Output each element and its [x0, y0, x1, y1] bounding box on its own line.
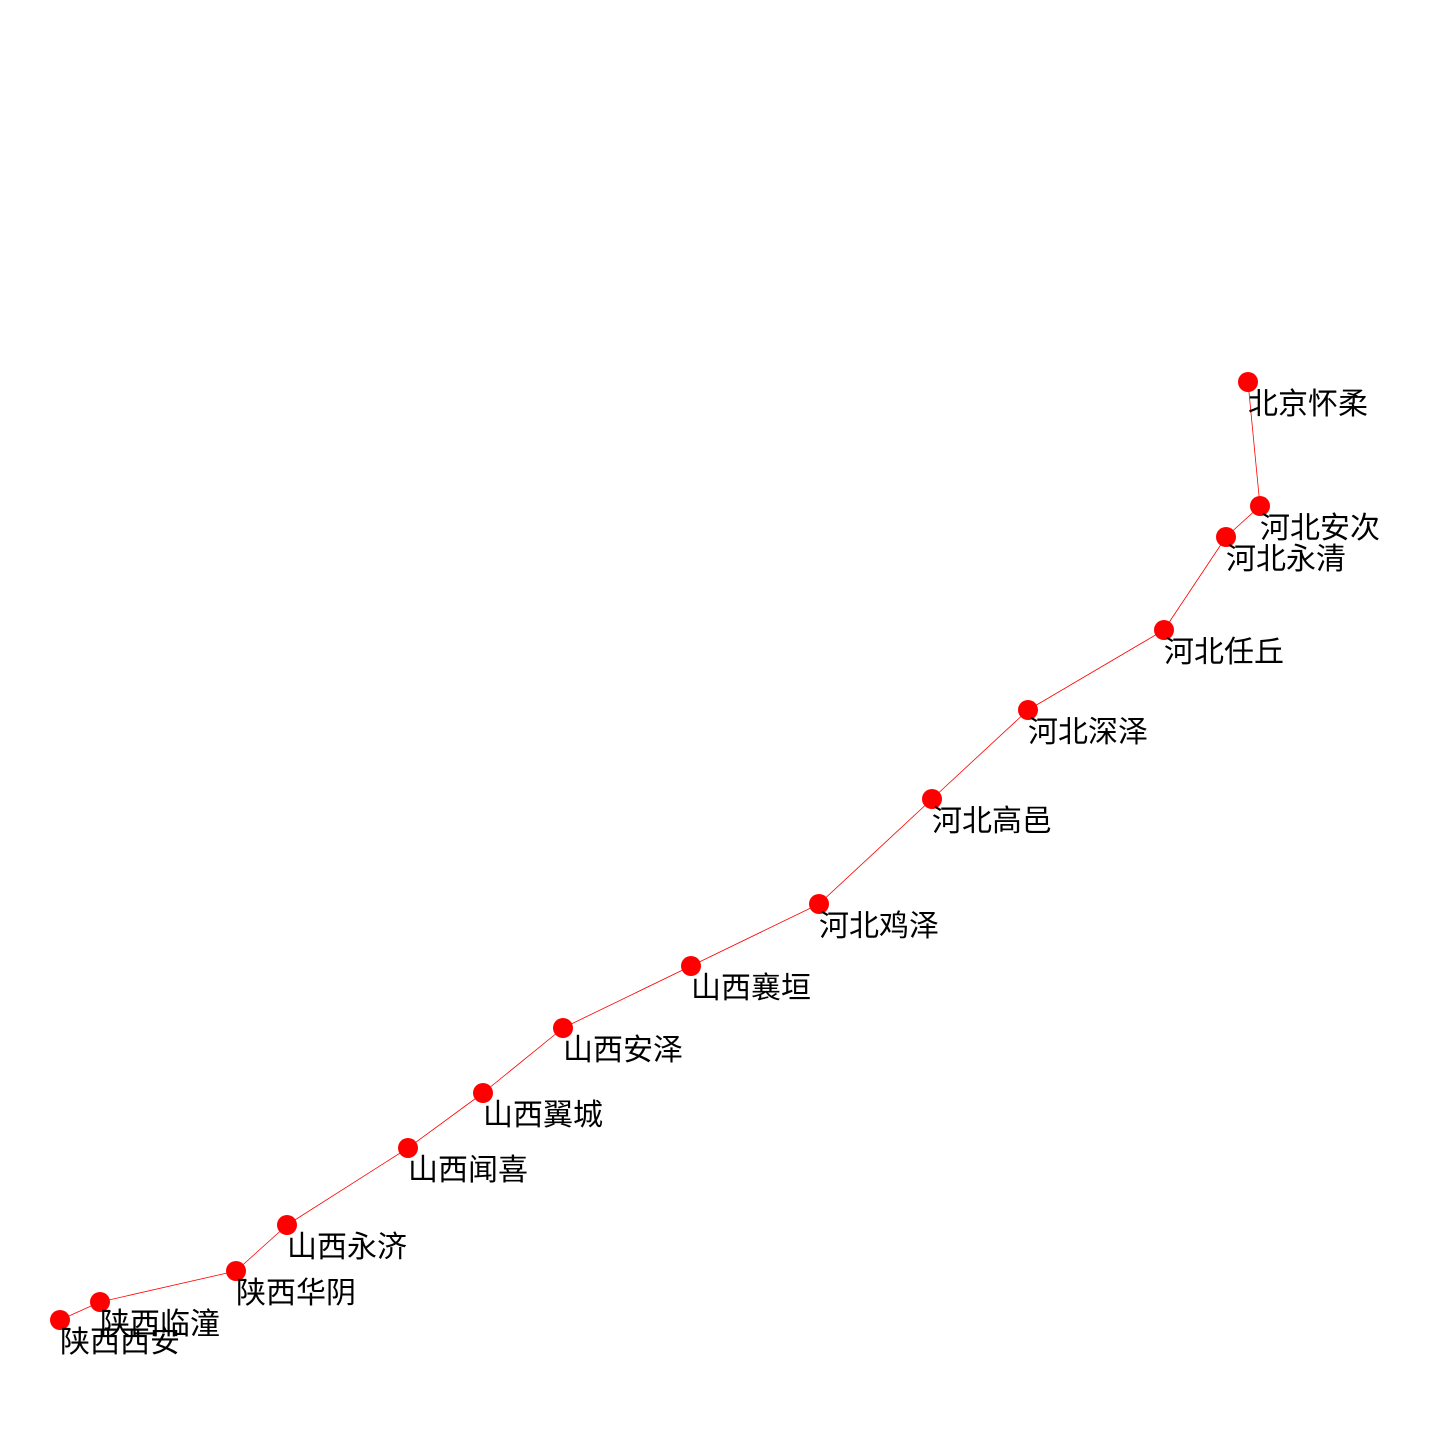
route-edge [99, 1270, 237, 1303]
stop-label: 山西襄垣 [691, 971, 811, 1006]
route-edges [59, 381, 1261, 1321]
route-edge [818, 798, 933, 905]
route-edge [482, 1027, 564, 1094]
stop-label: 陕西华阴 [236, 1276, 356, 1311]
stop-label: 河北安次 [1260, 511, 1380, 546]
stop-node [226, 1261, 246, 1281]
route-edge [1247, 381, 1261, 507]
route-edge [407, 1092, 484, 1149]
stop-node [277, 1215, 297, 1235]
stop-node [398, 1138, 418, 1158]
stop-node [1238, 372, 1258, 392]
stop-node [1216, 527, 1236, 547]
stop-label: 山西闻喜 [408, 1153, 528, 1188]
stop-node [1250, 496, 1270, 516]
stop-node [1018, 700, 1038, 720]
stop-label: 河北任丘 [1164, 635, 1284, 670]
stop-label: 山西安泽 [563, 1033, 683, 1068]
stop-node [922, 789, 942, 809]
route-edge [286, 1147, 409, 1226]
stop-node [50, 1310, 70, 1330]
stop-node [553, 1018, 573, 1038]
route-edge [931, 709, 1029, 800]
stop-label: 河北高邑 [932, 804, 1052, 839]
route-edge [1163, 536, 1227, 631]
stop-node [473, 1083, 493, 1103]
route-edge [1027, 629, 1165, 711]
stop-node [1154, 620, 1174, 640]
stop-label: 山西翼城 [483, 1098, 603, 1133]
stop-label: 河北鸡泽 [819, 909, 939, 944]
route-edge [690, 903, 820, 967]
route-edge [562, 965, 692, 1029]
stop-node [681, 956, 701, 976]
stop-label: 北京怀柔 [1248, 387, 1368, 422]
stop-node [90, 1292, 110, 1312]
stop-label: 陕西西安 [60, 1325, 180, 1360]
route-edge [235, 1224, 288, 1272]
route-nodes [50, 372, 1270, 1330]
stop-label: 陕西临潼 [100, 1307, 220, 1342]
route-labels: 北京怀柔河北安次河北永清河北任丘河北深泽河北高邑河北鸡泽山西襄垣山西安泽山西翼城… [60, 387, 1380, 1360]
stop-label: 河北深泽 [1028, 715, 1148, 750]
stop-label: 山西永济 [287, 1230, 407, 1265]
stop-label: 河北永清 [1226, 542, 1346, 577]
stop-node [809, 894, 829, 914]
